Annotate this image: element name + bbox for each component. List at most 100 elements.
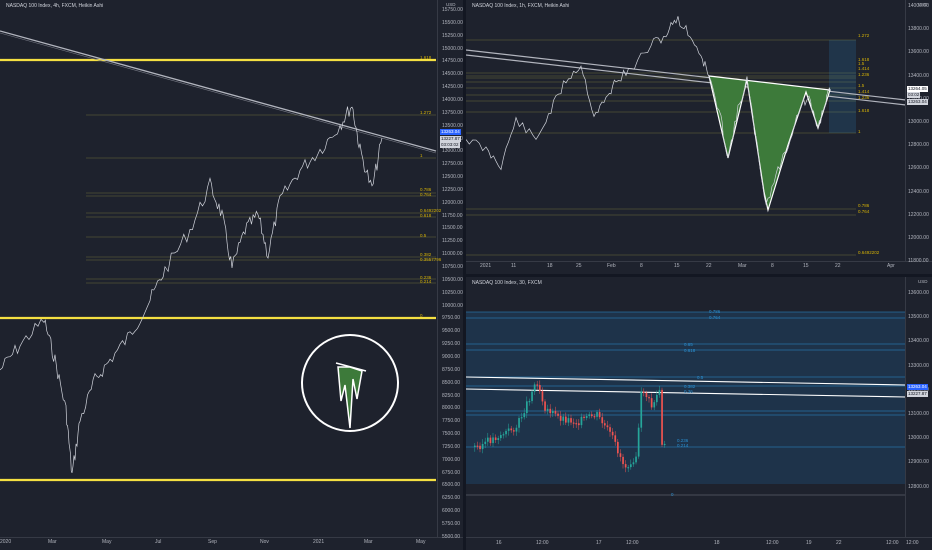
bottom-right-candle bbox=[544, 401, 546, 411]
bottom-right-candle bbox=[489, 437, 492, 444]
bottom-right-chart-panel[interactable]: NASDAQ 100 Index, 30, FXCM USD 13600.00 1… bbox=[466, 277, 932, 550]
left-fib-label: 0.236 bbox=[420, 275, 432, 280]
bottom-right-candle bbox=[635, 456, 637, 463]
top-right-time-tick: 8 bbox=[640, 263, 643, 269]
bottom-right-time-tick: 12:00 bbox=[626, 540, 639, 546]
left-fib-label: 1.272 bbox=[420, 110, 432, 115]
bottom-right-candle bbox=[598, 412, 601, 418]
bottom-right-time-tick: 12:00 bbox=[886, 540, 899, 546]
left-price-tick: 10000.00 bbox=[442, 302, 463, 309]
bottom-right-candle bbox=[510, 428, 513, 431]
bottom-right-candle bbox=[627, 467, 630, 469]
top-right-price-tick: 12600.00 bbox=[908, 165, 929, 172]
bottom-right-time-tick: 12:00 bbox=[536, 540, 549, 546]
top-right-time-tick: 11 bbox=[511, 263, 517, 269]
bottom-right-candle bbox=[497, 438, 500, 441]
left-price-tick: 13000.00 bbox=[442, 148, 463, 155]
left-time-axis[interactable] bbox=[0, 537, 463, 550]
left-time-tick: Mar bbox=[48, 539, 57, 545]
bottom-right-candle bbox=[536, 384, 539, 386]
bottom-right-price-tick: 12900.00 bbox=[908, 459, 929, 466]
top-right-time-tick: Feb bbox=[607, 263, 616, 269]
bottom-right-candle bbox=[557, 413, 559, 416]
bottom-right-price-axis[interactable] bbox=[905, 277, 932, 538]
bottom-right-candle bbox=[596, 412, 598, 417]
top-right-chart-panel[interactable]: NASDAQ 100 Index, 1h, FXCM, Heikin Ashi … bbox=[466, 0, 932, 274]
bottom-right-candle bbox=[487, 437, 489, 442]
bottom-right-candle bbox=[632, 462, 635, 465]
left-price-tick: 6000.00 bbox=[442, 508, 461, 515]
left-fib-label: 0.214 bbox=[420, 279, 432, 284]
bottom-right-candle bbox=[546, 408, 549, 411]
top-right-price-tick: 13200.00 bbox=[908, 96, 929, 102]
left-price-tick: 14250.00 bbox=[442, 84, 463, 91]
top-right-price-tick: 12800.00 bbox=[908, 142, 929, 149]
bottom-right-price-tick: 13400.00 bbox=[908, 338, 929, 345]
top-right-fib-label: 0.764 bbox=[858, 209, 870, 214]
left-price-tick: 9750.00 bbox=[442, 315, 461, 322]
bottom-right-candle bbox=[494, 437, 497, 441]
left-fib-label: 1.618 bbox=[420, 55, 432, 60]
bottom-right-candle bbox=[533, 384, 536, 392]
bottom-right-candle bbox=[567, 418, 570, 423]
left-price-tick: 10750.00 bbox=[442, 264, 463, 270]
top-right-pattern-shape bbox=[708, 75, 831, 213]
top-right-fib-label: 1.5 bbox=[858, 83, 865, 88]
left-price-tick: 13750.00 bbox=[442, 109, 463, 116]
left-price-tick: 10500.00 bbox=[442, 276, 463, 283]
left-fib-label: 1 bbox=[420, 153, 423, 158]
left-price-tick: 5750.00 bbox=[442, 521, 461, 527]
bottom-right-candle bbox=[604, 423, 606, 426]
top-right-fib-label: 1.272 bbox=[858, 33, 870, 38]
bottom-right-price-tick: 13500.00 bbox=[908, 314, 929, 321]
top-right-fib-label: 1.236 bbox=[858, 95, 870, 100]
left-price-tick: 9000.00 bbox=[442, 353, 461, 360]
left-price-tick: 15750.00 bbox=[442, 7, 463, 13]
bottom-right-fib-zone bbox=[466, 312, 906, 484]
bottom-right-time-tick: 16 bbox=[496, 540, 502, 546]
bottom-right-candle bbox=[617, 441, 619, 454]
bottom-right-candle bbox=[476, 445, 479, 447]
bottom-right-candle bbox=[528, 401, 531, 403]
left-fib-label: 0.764 bbox=[420, 192, 432, 197]
top-right-fib-label: 0.786 bbox=[858, 203, 870, 208]
top-right-price-tag-time: 03:02 bbox=[907, 92, 921, 98]
bottom-right-candle bbox=[583, 416, 585, 418]
left-price-tick: 8500.00 bbox=[442, 379, 461, 386]
bottom-right-time-tick: 19 bbox=[806, 540, 812, 546]
bottom-right-candle bbox=[549, 408, 552, 414]
top-right-fib-label: 1.414 bbox=[858, 89, 870, 94]
bottom-right-chart-plot[interactable] bbox=[466, 277, 932, 550]
left-price-tick: 11000.00 bbox=[442, 251, 463, 258]
bottom-right-candle bbox=[554, 410, 557, 414]
bottom-right-price-tick: 13300.00 bbox=[908, 362, 929, 369]
bottom-right-time-tick: 12:00 bbox=[906, 540, 919, 546]
left-price-tag-main: 13263.04 bbox=[440, 129, 461, 135]
left-price-tick: 14000.00 bbox=[442, 96, 463, 103]
left-price-tick: 12500.00 bbox=[442, 174, 463, 181]
inverse-head-shoulders-logo-icon bbox=[301, 334, 399, 432]
top-right-trendline-b bbox=[466, 54, 907, 106]
left-chart-plot[interactable] bbox=[0, 0, 463, 550]
top-right-price-tick: 13800.00 bbox=[908, 26, 929, 33]
bottom-right-candle bbox=[653, 402, 656, 408]
bottom-right-candle bbox=[611, 431, 614, 436]
left-price-series bbox=[0, 106, 383, 474]
bottom-right-time-tick: 12:00 bbox=[766, 540, 779, 546]
bottom-right-fib-label: 0.382 bbox=[684, 384, 696, 389]
left-trendline-inner bbox=[0, 32, 437, 154]
left-price-axis[interactable] bbox=[437, 0, 463, 538]
bottom-right-chart-title: NASDAQ 100 Index, 30, FXCM bbox=[472, 280, 542, 286]
bottom-right-time-axis[interactable] bbox=[466, 537, 932, 550]
top-right-price-axis[interactable] bbox=[905, 0, 932, 262]
bottom-right-candle bbox=[570, 418, 572, 423]
top-right-time-axis[interactable] bbox=[466, 261, 932, 274]
top-right-chart-plot[interactable] bbox=[466, 0, 932, 274]
left-currency-label: USD bbox=[446, 2, 456, 7]
bottom-right-fib-label: 0.65 bbox=[684, 342, 693, 347]
left-chart-panel[interactable]: NASDAQ 100 Index, 4h, FXCM, Heikin Ashi … bbox=[0, 0, 463, 550]
top-right-time-tick: 8 bbox=[771, 263, 774, 269]
bottom-right-candle bbox=[614, 435, 617, 442]
left-fib-label: 0.5 bbox=[420, 233, 427, 238]
bottom-right-candle bbox=[624, 464, 627, 468]
